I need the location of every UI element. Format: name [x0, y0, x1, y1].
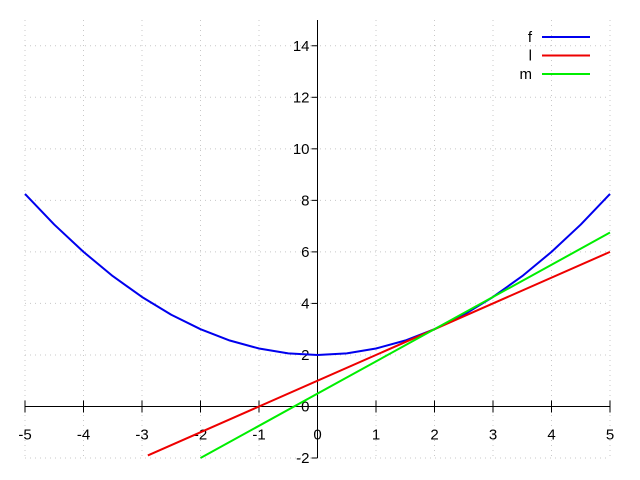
x-tick-label: -3	[135, 426, 148, 443]
series-lines	[24, 193, 611, 459]
x-tick-label: 0	[313, 426, 321, 443]
legend: flm	[520, 29, 590, 83]
y-tick-label: 14	[293, 38, 310, 55]
y-tick-label: 10	[293, 141, 310, 158]
series-line-l	[147, 250, 611, 457]
axes	[25, 20, 610, 458]
legend-label-m: m	[520, 66, 533, 83]
x-tick-label: 1	[372, 426, 380, 443]
x-tick-label: -5	[18, 426, 31, 443]
y-tick-label: 12	[293, 89, 310, 106]
legend-label-l: l	[529, 48, 532, 65]
y-tick-label: 6	[301, 244, 309, 261]
series-line-f	[24, 193, 611, 356]
x-tick-label: -1	[252, 426, 265, 443]
y-tick-label: 2	[301, 347, 309, 364]
y-tick-label: 0	[301, 398, 309, 415]
x-tick-label: -4	[77, 426, 90, 443]
legend-label-f: f	[528, 29, 533, 46]
y-tick-label: 8	[301, 192, 309, 209]
x-tick-label: 5	[606, 426, 614, 443]
x-tick-label: 2	[430, 426, 438, 443]
y-tick-label: 4	[301, 295, 309, 312]
x-tick-label: 3	[489, 426, 497, 443]
series-line-m	[200, 231, 611, 459]
y-tick-label: -2	[296, 450, 309, 467]
x-tick-label: 4	[547, 426, 555, 443]
